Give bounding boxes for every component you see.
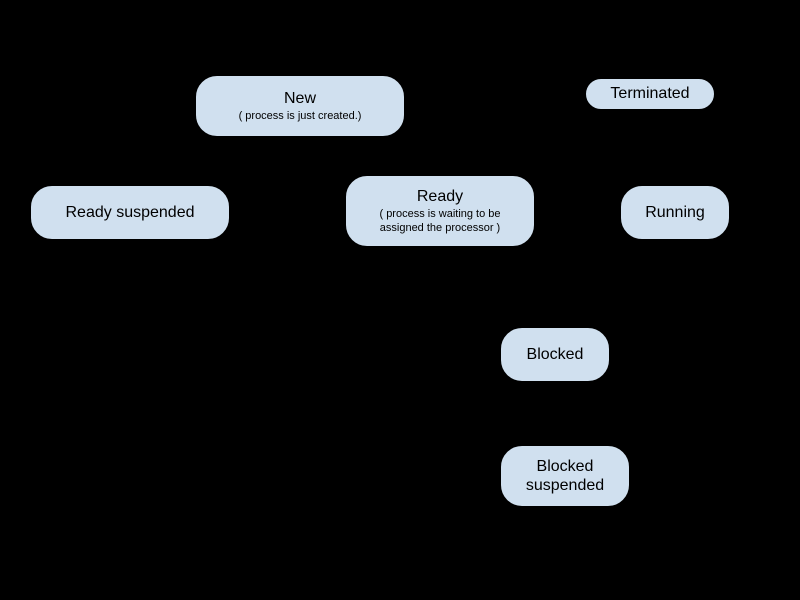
state-new-sub: ( process is just created.): [239, 110, 362, 124]
state-running-title: Running: [645, 203, 705, 222]
state-running: Running: [620, 185, 730, 240]
state-new-title: New: [284, 89, 316, 108]
state-ready-title: Ready: [417, 187, 463, 206]
state-blocked: Blocked: [500, 327, 610, 382]
state-ready-sub: ( process is waiting to be assigned the …: [356, 208, 524, 236]
state-blocked-suspended-title: Blocked suspended: [511, 457, 619, 495]
state-terminated-title: Terminated: [610, 84, 689, 103]
state-ready: Ready ( process is waiting to be assigne…: [345, 175, 535, 247]
state-terminated: Terminated: [585, 78, 715, 110]
state-ready-suspended-title: Ready suspended: [66, 203, 195, 222]
state-blocked-suspended: Blocked suspended: [500, 445, 630, 507]
state-new: New ( process is just created.): [195, 75, 405, 137]
state-blocked-title: Blocked: [527, 345, 584, 364]
state-ready-suspended: Ready suspended: [30, 185, 230, 240]
